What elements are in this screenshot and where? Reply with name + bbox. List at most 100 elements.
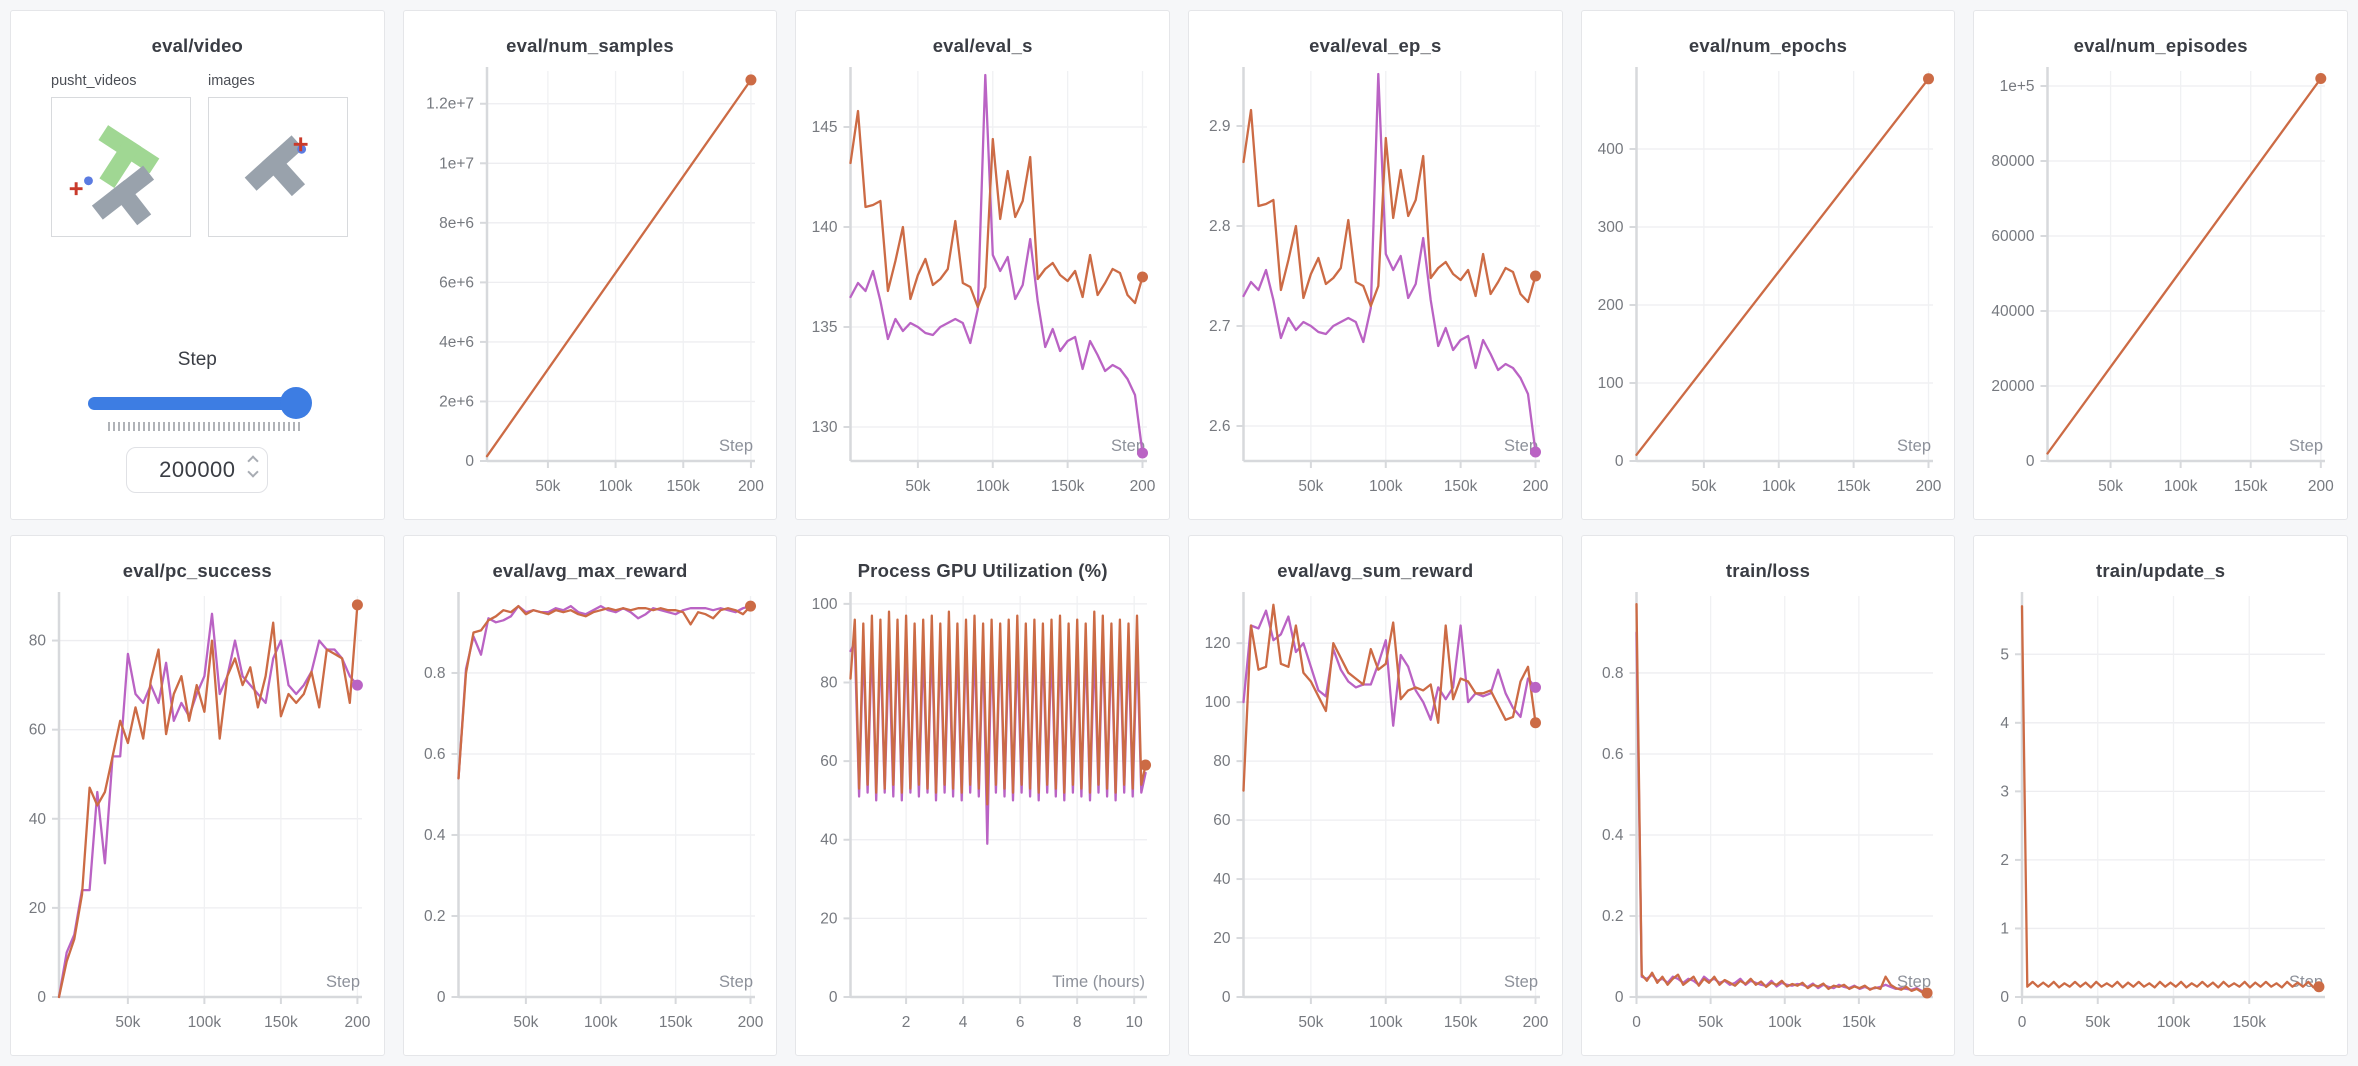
chart-eval-num-samples[interactable]: 0 2e+6 4e+6 6e+6 8e+6 1e+7 1.2e+7 50k 100k 150k 20… xyxy=(410,59,771,513)
svg-text:50k: 50k xyxy=(2086,1014,2111,1031)
svg-text:100k: 100k xyxy=(584,1014,618,1031)
svg-text:Step: Step xyxy=(326,973,360,991)
svg-text:100k: 100k xyxy=(2157,1014,2191,1031)
svg-text:0: 0 xyxy=(829,989,838,1006)
svg-text:130: 130 xyxy=(812,419,838,436)
svg-text:0.4: 0.4 xyxy=(1602,827,1624,844)
svg-text:50k: 50k xyxy=(1298,1014,1323,1031)
svg-text:2e+6: 2e+6 xyxy=(439,393,474,410)
panel-eval-num-samples: eval/num_samples 0 2e+6 4e+6 6e+6 8e+6 1e+7 1.… xyxy=(402,10,778,520)
chart-title: eval/avg_sum_reward xyxy=(1277,560,1474,581)
chart-eval-avg-max-reward[interactable]: 0 0.2 0.4 0.6 0.8 50k 100k 150k 200 Step xyxy=(410,584,771,1049)
slider-track[interactable] xyxy=(88,397,307,410)
svg-text:60000: 60000 xyxy=(1992,228,2035,245)
svg-text:1e+7: 1e+7 xyxy=(439,155,474,172)
chart-title: eval/eval_ep_s xyxy=(1309,35,1442,56)
step-value[interactable]: 200000 xyxy=(159,457,236,482)
svg-text:50k: 50k xyxy=(1298,478,1323,495)
svg-text:0: 0 xyxy=(437,989,446,1006)
svg-text:60: 60 xyxy=(1213,812,1231,829)
svg-text:200: 200 xyxy=(1523,1014,1549,1031)
svg-text:100k: 100k xyxy=(1369,478,1403,495)
svg-text:0.2: 0.2 xyxy=(424,908,446,925)
svg-text:2: 2 xyxy=(902,1014,911,1031)
svg-text:135: 135 xyxy=(812,319,838,336)
svg-text:2.7: 2.7 xyxy=(1209,318,1231,335)
chart-title: eval/num_samples xyxy=(506,35,674,56)
chart-title: eval/num_episodes xyxy=(2073,35,2248,56)
svg-text:150k: 150k xyxy=(1444,478,1478,495)
chart-train-loss[interactable]: 0 0.2 0.4 0.6 0.8 0 50k 100k 150k Step xyxy=(1588,584,1949,1049)
svg-text:50k: 50k xyxy=(2098,478,2123,495)
svg-text:5: 5 xyxy=(2001,646,2010,663)
svg-text:40000: 40000 xyxy=(1992,303,2035,320)
svg-text:100: 100 xyxy=(812,596,838,613)
svg-text:400: 400 xyxy=(1597,141,1623,158)
svg-text:Step: Step xyxy=(1111,437,1145,455)
chart-title: eval/eval_s xyxy=(932,35,1033,56)
step-number-input[interactable]: 200000 xyxy=(126,447,269,493)
chart-eval-num-epochs[interactable]: 0 100 200 300 400 50k 100k 150k 200 Step xyxy=(1588,59,1949,513)
svg-text:2.9: 2.9 xyxy=(1209,118,1231,135)
svg-text:2.6: 2.6 xyxy=(1209,418,1231,435)
svg-text:2: 2 xyxy=(2001,852,2010,869)
stepper-spinner[interactable] xyxy=(247,455,259,478)
step-slider[interactable] xyxy=(88,387,313,419)
chart-train-update-s[interactable]: 0 1 2 3 4 5 0 50k 100k 150k Step xyxy=(1980,584,2341,1049)
spinner-up-icon[interactable] xyxy=(247,455,259,467)
chart-eval-eval-ep-s[interactable]: 2.6 2.7 2.8 2.9 50k 100k 150k 200 Step xyxy=(1195,59,1556,513)
agent-dot xyxy=(84,176,93,186)
svg-text:150k: 150k xyxy=(1836,478,1870,495)
svg-text:40: 40 xyxy=(821,832,839,849)
svg-text:1: 1 xyxy=(2001,920,2010,937)
svg-text:0: 0 xyxy=(37,989,46,1006)
svg-text:0: 0 xyxy=(2026,453,2035,470)
svg-text:200: 200 xyxy=(737,1014,763,1031)
svg-text:200: 200 xyxy=(738,478,764,495)
media-thumb-pusht-videos: pusht_videos xyxy=(51,73,191,237)
svg-text:50k: 50k xyxy=(906,478,931,495)
step-slider-area: Step 200000 xyxy=(25,349,370,519)
svg-text:6e+6: 6e+6 xyxy=(439,274,474,291)
images-frame[interactable] xyxy=(208,97,348,237)
svg-text:100k: 100k xyxy=(976,478,1010,495)
spinner-down-icon[interactable] xyxy=(247,466,259,478)
svg-text:120: 120 xyxy=(1205,635,1231,652)
slider-tick-marks xyxy=(108,422,301,431)
chart-eval-avg-sum-reward[interactable]: 0 20 40 60 80 100 120 50k 100k 150k 200 Step xyxy=(1195,584,1556,1049)
chart-eval-pc-success[interactable]: 0 20 40 60 80 50k 100k 150k 200 Step xyxy=(17,584,378,1049)
panel-eval-avg-max-reward: eval/avg_max_reward 0 0.2 0.4 0.6 0.8 50k 100k… xyxy=(402,535,778,1056)
svg-text:0: 0 xyxy=(2001,989,2010,1006)
chart-eval-eval-s[interactable]: 130 135 140 145 50k 100k 150k 200 Step xyxy=(802,59,1163,513)
svg-text:60: 60 xyxy=(821,753,839,770)
svg-text:6: 6 xyxy=(1016,1014,1025,1031)
chart-title: eval/avg_max_reward xyxy=(492,560,688,581)
media-thumb-images: images xyxy=(208,73,348,237)
svg-text:0: 0 xyxy=(2018,1014,2027,1031)
slider-handle[interactable] xyxy=(280,387,313,419)
block-t-shape xyxy=(244,135,306,197)
svg-text:150k: 150k xyxy=(264,1014,298,1031)
svg-text:20000: 20000 xyxy=(1992,378,2035,395)
svg-text:200: 200 xyxy=(1523,478,1549,495)
panel-eval-eval-ep-s: eval/eval_ep_s 2.6 2.7 2.8 2.9 50k 100k 150k 20… xyxy=(1187,10,1563,520)
goal-t-shape xyxy=(98,125,160,188)
chart-process-gpu-utilization[interactable]: 0 20 40 60 80 100 2 4 6 8 10 Time (hours) xyxy=(802,584,1163,1049)
block-t-shape xyxy=(91,165,155,226)
target-cross xyxy=(69,182,83,196)
svg-text:40: 40 xyxy=(1213,871,1231,888)
svg-text:0.8: 0.8 xyxy=(1602,665,1624,682)
svg-text:100k: 100k xyxy=(1762,478,1796,495)
chart-title: eval/num_epochs xyxy=(1688,35,1848,56)
svg-text:100k: 100k xyxy=(1768,1014,1802,1031)
svg-text:0.6: 0.6 xyxy=(424,746,446,763)
svg-text:145: 145 xyxy=(812,119,838,136)
pusht-video-frame[interactable] xyxy=(51,97,191,237)
svg-text:1.2e+7: 1.2e+7 xyxy=(426,96,474,113)
svg-text:0: 0 xyxy=(1632,1014,1641,1031)
svg-text:0.8: 0.8 xyxy=(424,665,446,682)
svg-text:50k: 50k xyxy=(115,1014,140,1031)
chart-eval-num-episodes[interactable]: 0 20000 40000 60000 80000 1e+5 50k 100k 150k 200 S… xyxy=(1980,59,2341,513)
svg-text:4: 4 xyxy=(959,1014,968,1031)
